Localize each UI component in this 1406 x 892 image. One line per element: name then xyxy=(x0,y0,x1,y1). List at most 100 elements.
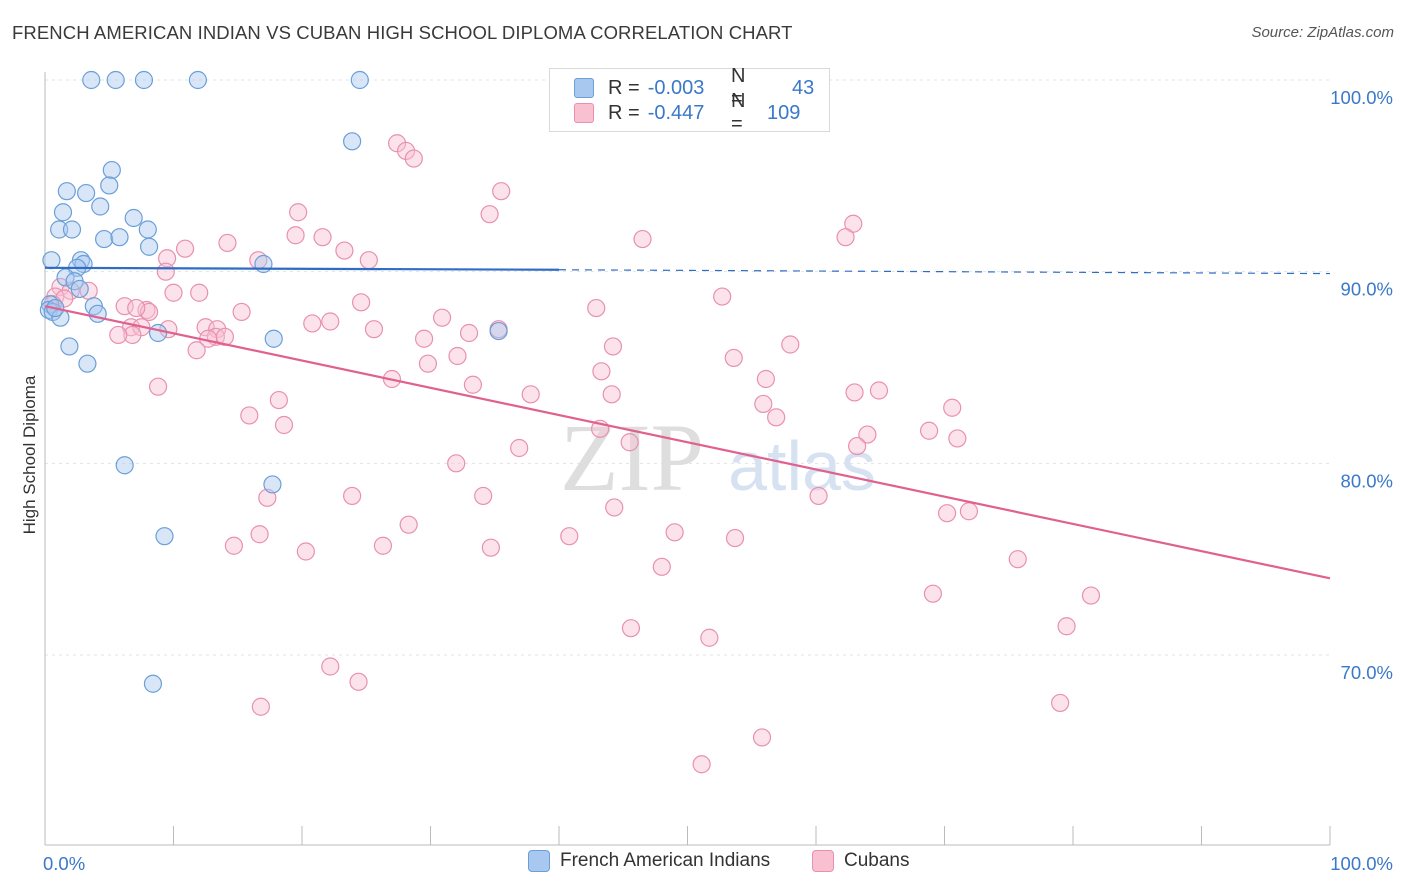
point-cubans xyxy=(521,385,540,404)
point-cubans xyxy=(232,302,251,322)
point-french xyxy=(57,182,76,201)
point-french xyxy=(188,70,208,90)
point-cubans xyxy=(633,229,652,249)
y-axis-label: High School Diploma xyxy=(20,375,39,535)
point-cubans xyxy=(251,697,270,716)
point-cubans xyxy=(447,454,466,473)
point-cubans xyxy=(240,406,259,425)
chart-title: FRENCH AMERICAN INDIAN VS CUBAN HIGH SCH… xyxy=(12,22,793,43)
point-cubans xyxy=(754,394,773,414)
point-cubans xyxy=(313,228,332,247)
point-cubans xyxy=(321,312,340,331)
point-cubans xyxy=(414,329,434,348)
point-french xyxy=(134,70,154,90)
point-french xyxy=(263,475,282,494)
point-french xyxy=(53,203,73,222)
y-tick-label: 90.0% xyxy=(1341,279,1393,300)
r-value-cubans: -0.447 xyxy=(647,101,705,124)
point-cubans xyxy=(1008,550,1027,569)
point-french xyxy=(350,70,369,90)
point-cubans xyxy=(127,298,146,318)
point-cubans xyxy=(218,233,237,253)
x-tick-label-max: 100.0% xyxy=(1330,853,1393,874)
point-french xyxy=(110,228,129,247)
point-cubans xyxy=(459,323,479,343)
point-cubans xyxy=(190,283,209,302)
point-french xyxy=(102,160,121,180)
trend-line-french-dashed xyxy=(558,269,1331,275)
point-cubans xyxy=(665,523,684,542)
stats-swatch-cubans xyxy=(574,103,594,123)
point-cubans xyxy=(115,297,134,316)
point-cubans xyxy=(602,385,621,404)
point-cubans xyxy=(767,408,786,427)
point-cubans xyxy=(858,425,877,444)
n-value-cubans: 109 xyxy=(767,101,801,124)
point-cubans xyxy=(713,287,732,306)
point-cubans xyxy=(286,226,305,245)
point-french xyxy=(100,176,119,195)
point-cubans xyxy=(359,251,378,270)
point-cubans xyxy=(809,486,828,506)
point-french xyxy=(82,70,101,90)
trend-line-cubans xyxy=(44,305,1331,580)
point-cubans xyxy=(396,141,416,161)
point-cubans xyxy=(109,325,128,345)
axes xyxy=(44,72,1331,846)
series-legend: French American Indians Cubans xyxy=(0,850,1406,878)
point-cubans xyxy=(724,348,743,368)
point-french xyxy=(124,208,143,228)
point-french xyxy=(254,254,273,274)
point-cubans xyxy=(364,320,384,339)
point-cubans xyxy=(844,214,863,233)
point-french xyxy=(155,527,174,546)
point-cubans xyxy=(1051,693,1070,713)
point-cubans xyxy=(752,728,772,747)
point-cubans xyxy=(321,657,340,676)
watermark: ZIP atlas xyxy=(560,404,876,511)
point-cubans xyxy=(157,249,177,268)
point-french xyxy=(489,321,508,341)
legend-label-cubans: Cubans xyxy=(844,850,910,871)
y-tick-label: 80.0% xyxy=(1341,470,1393,491)
point-cubans xyxy=(605,498,624,517)
point-cubans xyxy=(164,283,183,302)
legend-label-french: French American Indians xyxy=(560,850,771,871)
point-french xyxy=(42,251,61,270)
point-cubans xyxy=(510,438,529,458)
watermark-zip: ZIP xyxy=(560,404,704,511)
point-french xyxy=(88,304,107,323)
point-cubans xyxy=(836,228,855,247)
point-cubans xyxy=(156,262,175,281)
point-cubans xyxy=(1081,586,1101,605)
stats-swatch-french xyxy=(574,78,594,98)
point-cubans xyxy=(296,542,315,561)
n-label: N = xyxy=(731,90,746,135)
r-value-french: -0.003 xyxy=(647,76,705,99)
point-cubans xyxy=(692,755,711,774)
point-french xyxy=(95,229,114,249)
point-cubans xyxy=(404,149,423,168)
point-french xyxy=(60,337,79,356)
point-cubans xyxy=(187,341,206,360)
point-cubans xyxy=(603,337,623,356)
point-cubans xyxy=(756,369,775,389)
point-cubans xyxy=(250,525,269,544)
stats-legend-row-cubans: R = -0.447 N = 109 xyxy=(574,90,800,135)
stats-legend-row-french: R = -0.003 N = 43 xyxy=(574,65,814,110)
point-cubans xyxy=(349,672,368,691)
source-label: Source: ZipAtlas.com xyxy=(1251,24,1394,41)
point-french xyxy=(343,132,362,151)
legend-item-french[interactable]: French American Indians xyxy=(528,850,770,872)
point-cubans xyxy=(848,436,867,456)
point-cubans xyxy=(560,527,579,546)
point-cubans xyxy=(725,528,745,548)
y-tick-label: 100.0% xyxy=(1330,87,1393,108)
point-cubans xyxy=(269,390,288,410)
legend-item-cubans[interactable]: Cubans xyxy=(812,850,910,872)
point-cubans xyxy=(289,203,308,222)
point-cubans xyxy=(492,182,511,201)
legend-swatch-cubans xyxy=(812,850,834,872)
point-cubans xyxy=(700,628,719,647)
